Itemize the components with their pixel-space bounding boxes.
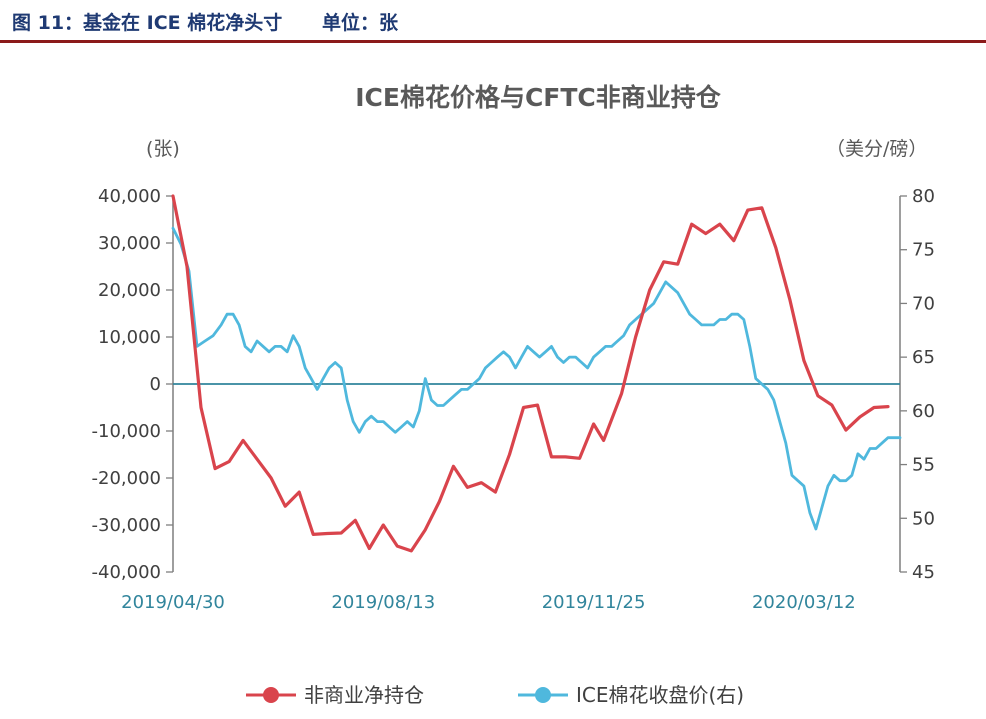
y-right-tick-label: 55	[912, 455, 935, 476]
legend-label: ICE棉花收盘价(右)	[576, 683, 744, 707]
y-left-tick-label: 20,000	[98, 280, 161, 301]
series-group	[171, 194, 902, 553]
x-tick-label: 2020/03/12	[752, 592, 856, 613]
y-left-tick-label: 40,000	[98, 186, 161, 207]
series-line-net-position	[171, 194, 890, 553]
chart-title: ICE棉花价格与CFTC非商业持仓	[355, 83, 722, 112]
x-tick-label: 2019/11/25	[542, 592, 646, 613]
unit-label: 单位：张	[321, 12, 398, 34]
y-left-tick-label: -20,000	[92, 468, 161, 489]
chart-canvas: ICE棉花价格与CFTC非商业持仓 (张) （美分/磅） 40,000 30,00…	[92, 83, 935, 707]
header-rule	[0, 40, 986, 43]
series-line-ice-price	[171, 226, 902, 531]
figure-label: 图 11：基金在 ICE 棉花净头寸	[12, 12, 283, 34]
figure-header: 图 11：基金在 ICE 棉花净头寸 单位：张	[0, 0, 986, 44]
legend-blue-marker	[535, 687, 551, 703]
axes-group: 40,000 30,000 20,000 10,000 0 -10,000 -20,000 -…	[92, 186, 935, 613]
y-right-tick-label: 70	[912, 293, 935, 314]
y-right-tick-label: 50	[912, 508, 935, 529]
y-left-tick-label: -30,000	[92, 515, 161, 536]
x-tick-label: 2019/08/13	[331, 592, 435, 613]
y-right-tick-label: 80	[912, 186, 935, 207]
y-left-unit: (张)	[146, 138, 180, 160]
y-right-tick-label: 75	[912, 240, 935, 261]
figure-caption: 图 11：基金在 ICE 棉花净头寸 单位：张	[12, 8, 398, 35]
y-left-tick-label: 10,000	[98, 327, 161, 348]
y-left-tick-label: -10,000	[92, 421, 161, 442]
y-right-tick-label: 65	[912, 347, 935, 368]
y-right-tick-label: 60	[912, 401, 935, 422]
legend-label: 非商业净持仓	[304, 683, 424, 707]
legend-red-marker	[263, 687, 279, 703]
y-left-tick-label: 30,000	[98, 233, 161, 254]
y-left-tick-label: -40,000	[92, 562, 161, 583]
y-left-tick-label: 0	[150, 374, 161, 395]
y-right-tick-label: 45	[912, 562, 935, 583]
y-right-unit: （美分/磅）	[826, 138, 927, 160]
legend-item-red: 非商业净持仓	[246, 683, 424, 707]
legend: 非商业净持仓 ICE棉花收盘价(右)	[246, 683, 744, 707]
legend-item-blue: ICE棉花收盘价(右)	[518, 683, 744, 707]
x-tick-label: 2019/04/30	[121, 592, 225, 613]
